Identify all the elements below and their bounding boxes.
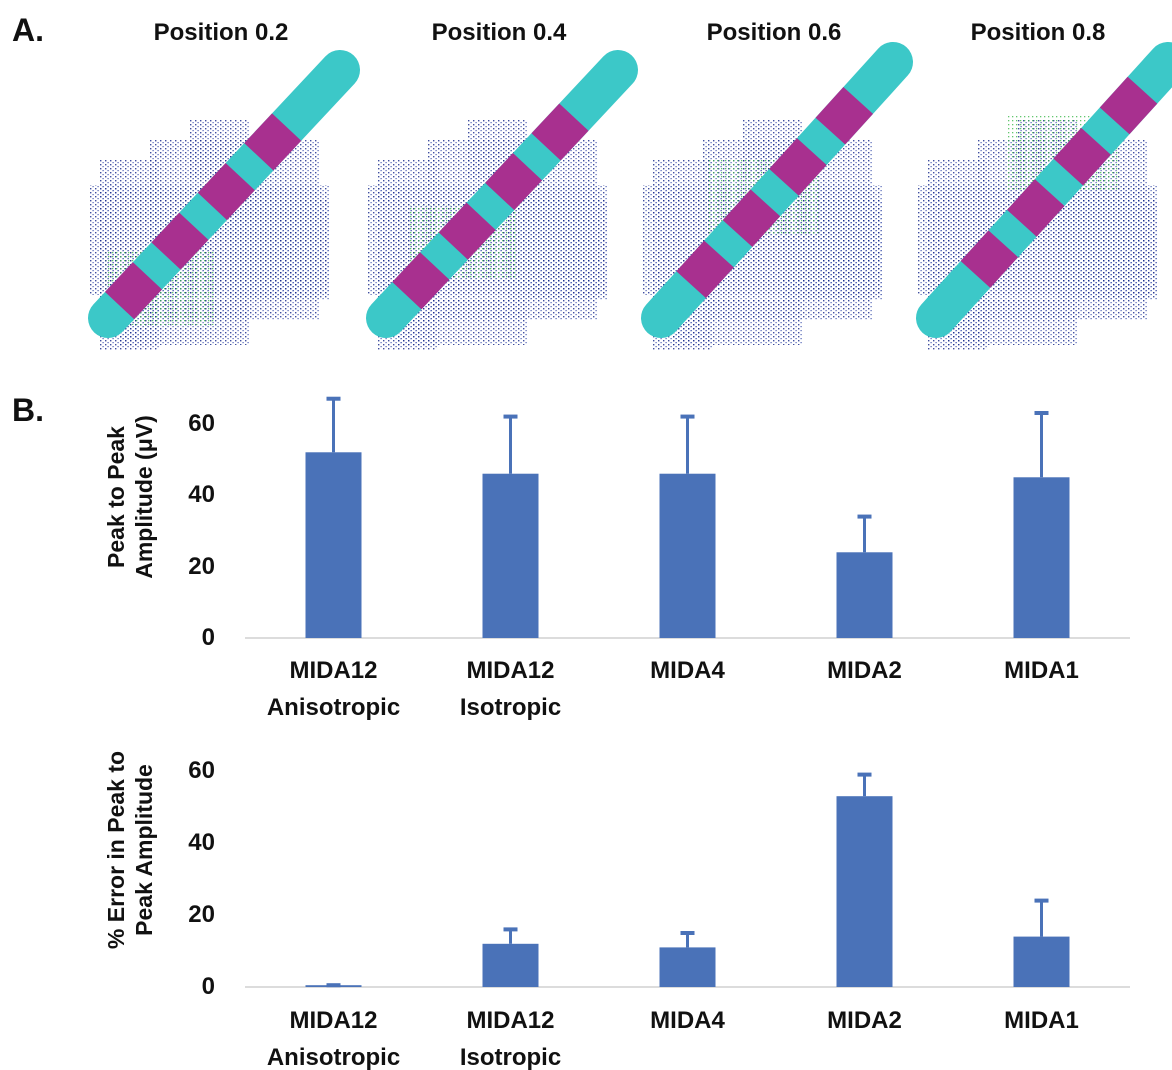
electrode-model <box>368 70 618 350</box>
model-title: Position 0.8 <box>928 19 1148 47</box>
bar <box>306 452 362 638</box>
electrode-contact <box>738 203 766 234</box>
bar <box>660 947 716 987</box>
electrode-contact <box>1115 90 1143 121</box>
electrode-model <box>918 62 1168 350</box>
y-axis-title: Peak to Peak Amplitude (μV) <box>102 347 158 647</box>
figure: A. B. Position 0.2 Position 0.4 Position 0.6… <box>0 0 1172 1070</box>
x-tick-label: MIDA12 Isotropic <box>426 1002 596 1070</box>
mesh-region <box>230 200 330 300</box>
bar <box>660 474 716 638</box>
electrode-model <box>90 70 340 350</box>
model-title: Position 0.2 <box>111 19 331 47</box>
x-tick-label: MIDA4 <box>603 652 773 689</box>
x-tick-label: MIDA12 Isotropic <box>426 652 596 726</box>
electrode-contact <box>784 152 812 183</box>
y-tick-label: 0 <box>155 626 215 650</box>
x-tick-label: MIDA1 <box>957 652 1127 689</box>
panel-label: B. <box>12 392 44 428</box>
y-tick-label: 40 <box>155 483 215 507</box>
electrode-contact <box>1068 141 1096 172</box>
y-tick-label: 0 <box>155 975 215 999</box>
bar <box>1014 477 1070 638</box>
bar <box>483 944 539 987</box>
bar <box>483 474 539 638</box>
mesh-region <box>1058 200 1158 300</box>
electrode-contact <box>975 244 1003 275</box>
electrode-contact <box>1022 193 1050 224</box>
electrode-contact <box>546 117 574 147</box>
bar <box>1014 937 1070 987</box>
electrode-contact <box>407 266 435 296</box>
electrode-contact <box>120 276 148 306</box>
electrode-contact <box>453 216 481 246</box>
x-tick-label: MIDA2 <box>780 652 950 689</box>
y-tick-label: 60 <box>155 412 215 436</box>
model-title: Position 0.4 <box>389 19 609 47</box>
y-tick-label: 20 <box>155 903 215 927</box>
mesh-region <box>508 200 608 300</box>
electrode-contact <box>691 254 719 285</box>
electrode-contact <box>830 100 858 131</box>
x-tick-label: MIDA12 Anisotropic <box>249 1002 419 1070</box>
bar <box>837 796 893 987</box>
electrode-model <box>643 62 893 350</box>
y-axis-title: % Error in Peak to Peak Amplitude <box>102 700 158 1000</box>
y-tick-label: 40 <box>155 831 215 855</box>
electrode-contact <box>259 127 287 157</box>
bar <box>837 552 893 638</box>
x-tick-label: MIDA4 <box>603 1002 773 1039</box>
y-tick-label: 20 <box>155 555 215 579</box>
x-tick-label: MIDA2 <box>780 1002 950 1039</box>
panel-label: A. <box>12 12 44 48</box>
model-title: Position 0.6 <box>664 19 884 47</box>
electrode-contact <box>500 167 528 197</box>
x-tick-label: MIDA12 Anisotropic <box>249 652 419 726</box>
electrode-contact <box>212 177 240 207</box>
y-tick-label: 60 <box>155 759 215 783</box>
electrode-contact <box>166 226 194 256</box>
x-tick-label: MIDA1 <box>957 1002 1127 1039</box>
